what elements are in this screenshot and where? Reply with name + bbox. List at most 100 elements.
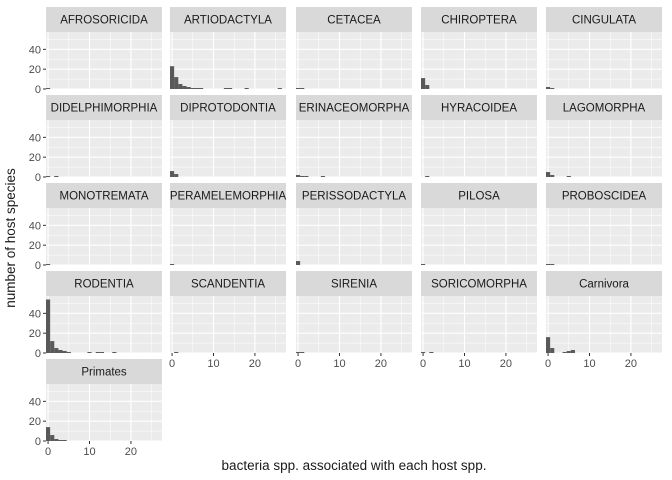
facet-label: RODENTIA: [74, 279, 134, 291]
facet-scandentia: SCANDENTIA 0 10 20: [169, 271, 286, 370]
facet-label: CHIROPTERA: [441, 15, 517, 27]
panel-background: [46, 296, 162, 353]
histogram-bar: [277, 88, 282, 89]
y-tick-label: 20: [29, 416, 41, 428]
facet-label: ARTIODACTYLA: [184, 15, 272, 27]
facet-strip: [546, 183, 662, 208]
y-tick-label: 0: [35, 260, 41, 272]
histogram-bar: [174, 352, 179, 353]
histogram-bar: [566, 351, 571, 353]
facet-label: Primates: [81, 367, 127, 379]
facet-pilosa: PILOSA: [421, 183, 537, 266]
histogram-bar: [54, 348, 59, 353]
histogram-bar: [194, 88, 199, 89]
facet-label: HYRACOIDEA: [441, 103, 517, 115]
y-tick-label: 20: [29, 152, 41, 164]
panel-background: [546, 32, 662, 89]
histogram-bar: [320, 176, 325, 177]
x-tick-label: 0: [420, 358, 426, 370]
histogram-bar: [223, 88, 228, 89]
facet-label: MONOTREMATA: [59, 191, 148, 203]
x-tick-label: 20: [375, 358, 387, 370]
facet-cingulata: CINGULATA: [546, 7, 662, 90]
facet-strip: [46, 7, 162, 32]
y-tick-label: 0: [35, 172, 41, 184]
facet-rodentia: RODENTIA 0 20 40: [29, 271, 162, 360]
histogram-bar: [550, 175, 555, 177]
y-tick-label: 40: [29, 44, 41, 56]
y-tick-label: 40: [29, 308, 41, 320]
x-tick-label: 10: [83, 446, 95, 458]
y-axis-title: number of host species: [3, 168, 18, 308]
panel-background: [296, 120, 412, 177]
histogram-bar: [112, 352, 117, 353]
panel-background: [546, 208, 662, 265]
x-tick-label: 20: [249, 358, 261, 370]
facet-sirenia: SIRENIA 0 10 20: [295, 271, 412, 370]
histogram-bar: [95, 352, 100, 353]
x-tick-label: 20: [125, 446, 137, 458]
facet-strip: [46, 271, 162, 296]
y-tick-label: 0: [35, 436, 41, 448]
facet-strip: [296, 183, 412, 208]
facet-strip: [546, 271, 662, 296]
panel-background: [546, 120, 662, 177]
facet-label: PERAMELEMORPHIA: [170, 191, 287, 203]
facet-strip: [46, 95, 162, 120]
histogram-bar: [425, 176, 430, 177]
facet-strip: [296, 271, 412, 296]
histogram-bar: [182, 86, 187, 89]
panel-background: [46, 32, 162, 89]
x-tick-label: 10: [583, 358, 595, 370]
facet-label: DIPROTODONTIA: [180, 103, 276, 115]
facet-peramelemorphia: PERAMELEMORPHIA: [170, 183, 287, 266]
histogram-bar: [87, 352, 92, 353]
facet-perissodactyla: PERISSODACTYLA: [296, 183, 412, 266]
histogram-bar: [300, 88, 305, 89]
y-tick-label: 0: [35, 348, 41, 360]
facet-label: SORICOMORPHA: [431, 279, 527, 291]
histogram-bar: [546, 87, 551, 89]
histogram-bar: [46, 176, 51, 177]
histogram-bar: [296, 352, 301, 353]
panel-background: [546, 296, 662, 353]
histogram-bar: [190, 88, 195, 89]
panel-background: [421, 296, 537, 353]
histogram-bar: [562, 352, 567, 353]
facet-strip: [421, 7, 537, 32]
histogram-bar: [425, 85, 430, 89]
histogram-bar: [550, 264, 555, 265]
y-tick-label: 20: [29, 240, 41, 252]
histogram-bar: [66, 352, 71, 353]
facet-monotremata: MONOTREMATA 0 20 40: [29, 183, 162, 272]
facet-strip: [46, 183, 162, 208]
x-tick-label: 0: [45, 446, 51, 458]
panel-background: [421, 120, 537, 177]
histogram-bar: [99, 352, 104, 353]
panel-background: [296, 208, 412, 265]
y-tick-label: 20: [29, 328, 41, 340]
histogram-bar: [58, 440, 63, 441]
panel-background: [46, 384, 162, 441]
facet-strip: [170, 183, 286, 208]
histogram-bar: [54, 439, 59, 441]
histogram-bar: [550, 88, 555, 89]
facet-chiroptera: CHIROPTERA: [421, 7, 537, 90]
histogram-bar: [199, 88, 204, 89]
x-tick-label: 0: [545, 358, 551, 370]
histogram-bar: [50, 435, 55, 441]
x-tick-label: 20: [500, 358, 512, 370]
facet-label: LAGOMORPHA: [563, 103, 646, 115]
histogram-bar: [54, 176, 59, 177]
panel-background: [296, 296, 412, 353]
histogram-bar: [296, 175, 301, 177]
x-tick-label: 10: [458, 358, 470, 370]
y-tick-label: 40: [29, 396, 41, 408]
facet-label: AFROSORICIDA: [60, 15, 148, 27]
x-tick-label: 10: [207, 358, 219, 370]
panel-background: [170, 32, 286, 89]
histogram-bar: [570, 350, 575, 353]
histogram-bar: [296, 88, 301, 89]
y-tick-label: 20: [29, 64, 41, 76]
